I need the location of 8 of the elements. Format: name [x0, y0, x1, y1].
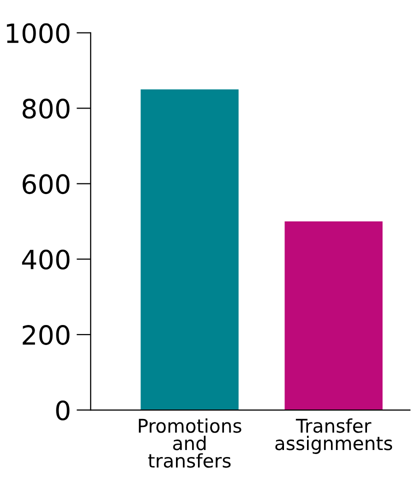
y-tick-label: 1000 [6, 23, 70, 44]
y-tick-label: 600 [22, 174, 70, 194]
x-tick-label: Promotions and transfers [138, 418, 242, 468]
y-tick-label: 200 [22, 325, 70, 345]
y-tick-label: 0 [56, 400, 70, 420]
x-tick-label: Transfer assignments [275, 418, 392, 454]
y-tick-label: 400 [22, 250, 70, 270]
y-tick-label: 800 [22, 98, 70, 119]
